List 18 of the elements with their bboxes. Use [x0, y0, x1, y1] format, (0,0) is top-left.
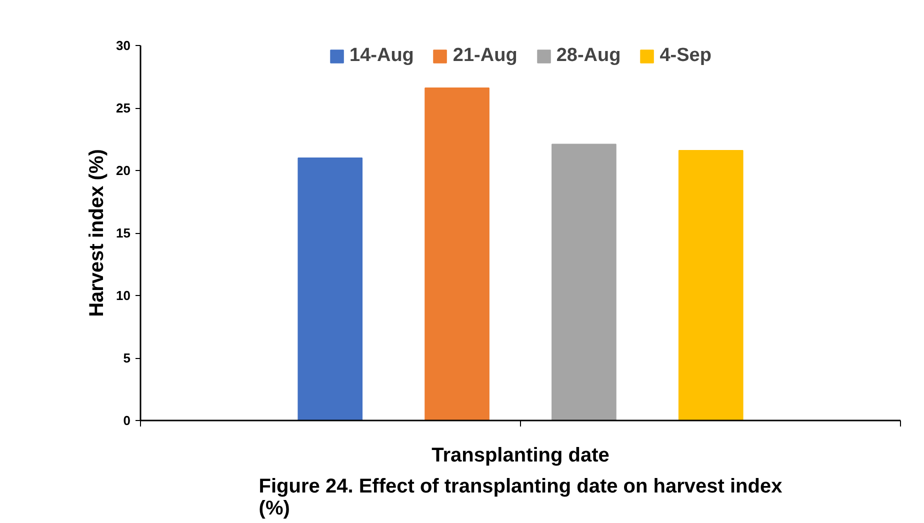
- y-tick-label: 25: [116, 100, 131, 116]
- y-tick-label: 15: [116, 226, 131, 240]
- bar: [552, 144, 616, 420]
- legend-label: 28-Aug: [556, 45, 621, 67]
- y-tick-label: 5: [123, 350, 131, 366]
- y-tick-label: 10: [116, 288, 131, 303]
- legend-label: 21-Aug: [452, 45, 518, 67]
- y-tick-label: 20: [116, 163, 131, 178]
- y-tick-label: 30: [116, 38, 131, 53]
- y-tick-label: 0: [123, 413, 131, 428]
- bar: [678, 150, 744, 420]
- x-axis-title: Transplanting date: [432, 444, 610, 466]
- bar: [298, 158, 363, 420]
- text: Figure 24. Effect of transplanting date on harvest index (%): [258, 476, 782, 520]
- legend-label: 4-Sep: [660, 45, 712, 67]
- bar: [424, 88, 490, 420]
- y-axis-title: Harvest index (%): [86, 149, 108, 317]
- legend-label: 14-Aug: [350, 45, 414, 67]
